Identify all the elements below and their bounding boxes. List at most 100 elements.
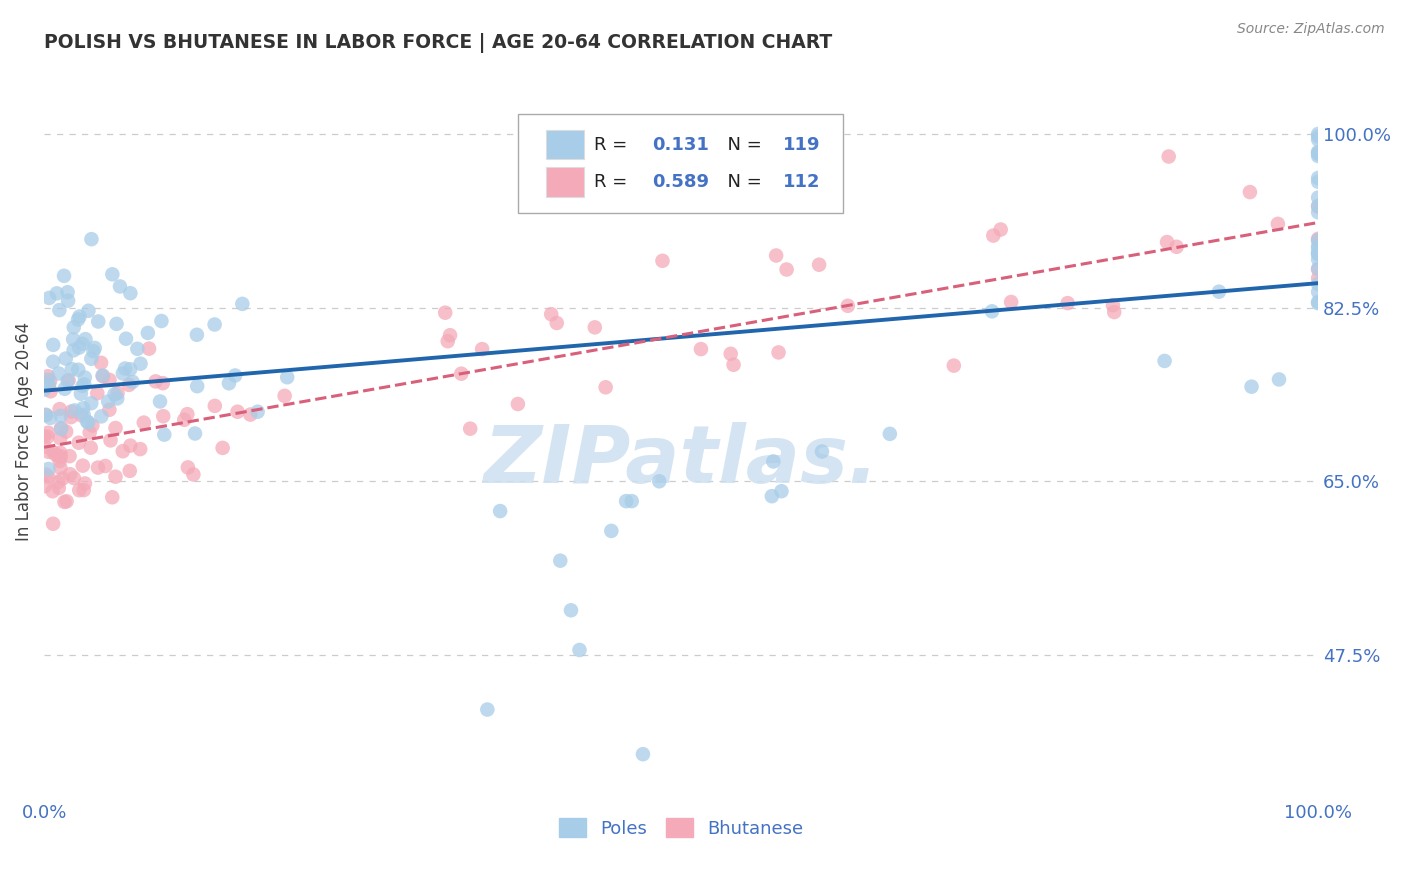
Point (1308, 285, 1330, 299)
Point (546, 316, 568, 330)
Point (1308, 262, 1330, 277)
Point (115, 332, 138, 346)
Point (34, 440, 56, 454)
Point (42, 516, 65, 531)
Point (103, 387, 125, 401)
Point (540, 307, 562, 321)
Point (58, 373, 80, 387)
Point (439, 328, 461, 343)
Point (52, 471, 75, 485)
Point (211, 441, 233, 455)
Point (981, 228, 1004, 243)
Point (107, 386, 129, 401)
Point (1156, 235, 1178, 249)
Point (568, 643, 591, 657)
Point (631, 747, 654, 761)
Point (1000, 295, 1022, 310)
Point (98, 373, 121, 387)
Point (55, 351, 77, 366)
Text: R =: R = (595, 136, 634, 153)
Point (246, 405, 269, 419)
Point (1308, 233, 1330, 247)
Point (1308, 296, 1330, 310)
Point (1056, 296, 1078, 310)
Point (73, 408, 96, 422)
Point (1308, 145, 1330, 160)
Text: N =: N = (716, 173, 768, 191)
Point (75, 332, 97, 346)
Point (67, 363, 90, 377)
Point (37, 462, 59, 476)
Point (67, 435, 90, 450)
Point (42, 338, 65, 352)
Point (1267, 217, 1289, 231)
Point (39, 411, 62, 425)
Point (226, 405, 249, 419)
Point (127, 342, 149, 356)
Point (39, 384, 62, 399)
Point (83, 341, 105, 355)
Point (129, 442, 152, 456)
Point (177, 460, 200, 475)
Point (105, 317, 128, 331)
Point (150, 314, 173, 328)
Point (837, 299, 859, 313)
Point (35, 408, 58, 422)
Point (37, 369, 59, 384)
Text: Source: ZipAtlas.com: Source: ZipAtlas.com (1237, 22, 1385, 37)
Point (53, 495, 76, 509)
Point (56, 285, 79, 300)
Point (62, 320, 84, 334)
Point (46, 475, 69, 490)
Point (104, 469, 127, 483)
Point (990, 222, 1012, 236)
Point (72, 401, 94, 416)
Point (808, 258, 831, 272)
Point (1308, 241, 1330, 255)
Point (548, 554, 571, 568)
Point (90, 409, 112, 424)
Point (761, 489, 783, 503)
Point (35, 408, 58, 422)
Point (87, 460, 110, 475)
Point (73, 483, 96, 497)
Point (477, 702, 499, 716)
Point (70, 386, 93, 401)
Point (1308, 146, 1330, 161)
Point (768, 345, 790, 359)
Point (35, 467, 58, 482)
Point (51, 422, 73, 436)
Point (111, 444, 134, 458)
Point (53, 268, 76, 283)
Point (762, 454, 785, 468)
Point (981, 304, 1004, 318)
Point (72, 458, 94, 473)
Point (138, 342, 160, 356)
Point (55, 425, 77, 439)
Point (90, 356, 112, 370)
Point (471, 342, 494, 356)
FancyBboxPatch shape (517, 113, 844, 213)
Bar (546, 130, 585, 160)
Point (108, 279, 131, 293)
Point (59, 467, 82, 482)
Point (1308, 190, 1330, 204)
Point (86, 386, 108, 401)
Point (73, 370, 96, 384)
Point (80, 351, 103, 366)
Point (82, 344, 104, 359)
Point (1308, 133, 1330, 147)
Point (1308, 239, 1330, 253)
Point (1153, 354, 1175, 368)
Point (614, 494, 637, 508)
Point (49, 460, 72, 475)
Point (48, 367, 70, 381)
Text: POLISH VS BHUTANESE IN LABOR FORCE | AGE 20-64 CORRELATION CHART: POLISH VS BHUTANESE IN LABOR FORCE | AGE… (44, 33, 832, 53)
Point (149, 394, 172, 409)
Point (595, 380, 617, 394)
Point (80, 396, 103, 410)
Text: 0.131: 0.131 (652, 136, 709, 153)
Point (186, 379, 208, 393)
Point (775, 262, 797, 277)
Point (434, 306, 457, 320)
